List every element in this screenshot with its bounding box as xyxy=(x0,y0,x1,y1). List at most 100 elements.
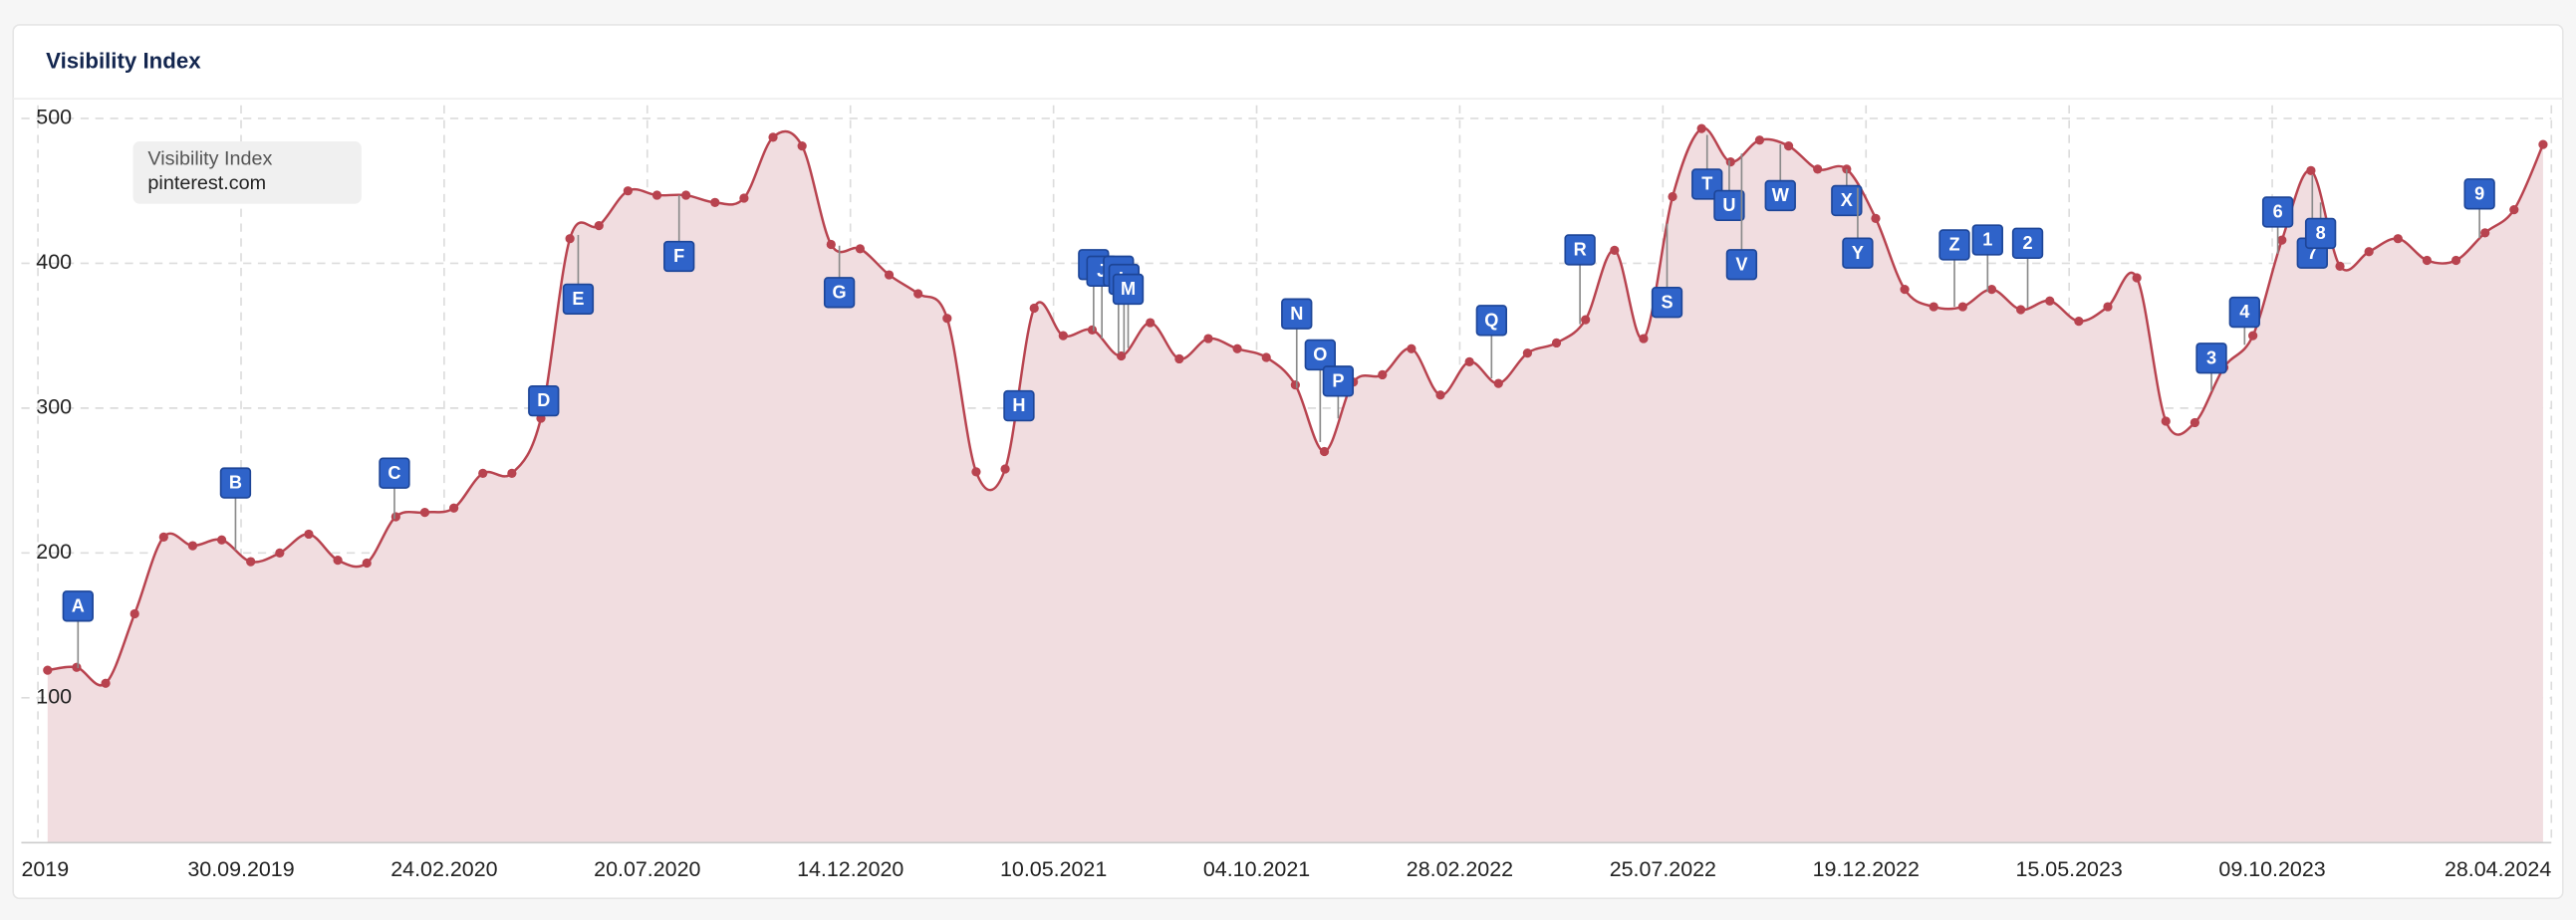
point xyxy=(390,512,400,522)
annotation-marker xyxy=(62,590,94,622)
point xyxy=(1522,347,1533,358)
point xyxy=(565,234,575,244)
annotation-marker xyxy=(2261,196,2294,228)
point xyxy=(158,532,168,542)
point xyxy=(971,467,981,477)
annotation-marker xyxy=(663,240,695,273)
point xyxy=(1493,378,1503,388)
point xyxy=(1261,352,1271,362)
point xyxy=(1232,344,1242,353)
annotation-label: S xyxy=(1661,292,1673,312)
point xyxy=(507,468,517,478)
x-tick-label: 15.05.2023 xyxy=(2016,857,2123,881)
point xyxy=(623,186,634,196)
point xyxy=(1813,164,1823,174)
point xyxy=(1725,156,1735,167)
legend-entry: pinterest.com xyxy=(147,172,266,194)
point xyxy=(913,289,923,299)
point xyxy=(1581,315,1591,325)
point xyxy=(1319,446,1330,457)
x-tick-label: 20.07.2020 xyxy=(594,857,700,881)
point xyxy=(72,662,82,672)
point xyxy=(1435,390,1445,400)
annotation-marker xyxy=(1475,305,1508,337)
point xyxy=(2277,235,2287,245)
annotation-marker xyxy=(1281,298,1313,330)
annotation-label: 9 xyxy=(2474,183,2484,203)
point xyxy=(1668,191,1677,202)
annotation-marker xyxy=(2011,227,2044,259)
annotation-label: 2 xyxy=(2022,233,2032,253)
point xyxy=(651,190,662,200)
point xyxy=(1087,325,1098,335)
y-tick-label: 500 xyxy=(36,106,72,129)
annotation-label: G xyxy=(833,282,847,302)
annotation-marker xyxy=(2463,178,2495,210)
annotation-marker xyxy=(1003,389,1035,422)
plot: 100 200 300 400 500 2019 30.09.2019 24.02.2020 2… xyxy=(21,106,2553,881)
point xyxy=(1754,135,1765,145)
chart-title: Visibility Index xyxy=(46,49,201,74)
x-tick-label: 25.07.2022 xyxy=(1610,857,1716,881)
annotation-label: T xyxy=(1701,174,1712,194)
annotation-marker xyxy=(562,283,595,316)
x-tick-label: 2019 xyxy=(21,857,69,881)
point xyxy=(1290,379,1300,390)
point xyxy=(216,535,227,545)
annotation-marker xyxy=(2228,296,2260,329)
annotation-marker xyxy=(1971,224,2003,256)
point xyxy=(2422,255,2433,266)
point xyxy=(1696,123,1706,133)
point xyxy=(1407,344,1417,353)
annotation-label: W xyxy=(1772,185,1790,205)
annotation-label: 8 xyxy=(2316,223,2326,243)
point xyxy=(2509,204,2519,215)
point xyxy=(739,193,749,203)
point xyxy=(1871,213,1881,223)
annotation-label: N xyxy=(1290,304,1303,324)
x-tick-label: 28.02.2022 xyxy=(1407,857,1513,881)
point xyxy=(855,244,866,254)
legend-box xyxy=(132,141,362,204)
point xyxy=(594,220,604,231)
point xyxy=(2306,165,2316,175)
point xyxy=(1900,284,1910,295)
annotation-label: 3 xyxy=(2206,347,2216,367)
annotation-label: 6 xyxy=(2273,202,2283,222)
point xyxy=(681,190,691,200)
point xyxy=(1174,353,1184,364)
annotation-label: 7 xyxy=(2307,243,2317,263)
point xyxy=(419,507,430,518)
point xyxy=(2450,255,2461,266)
annotation-marker xyxy=(1842,237,1874,269)
annotation-marker xyxy=(2304,217,2337,250)
annotation-label: Z xyxy=(1948,235,1959,255)
annotation-marker xyxy=(1651,287,1683,319)
point xyxy=(1842,164,1852,174)
point xyxy=(2015,305,2026,315)
annotation-marker xyxy=(2195,343,2227,374)
point xyxy=(1000,464,1010,474)
annotation-label: 4 xyxy=(2239,302,2249,322)
point xyxy=(1146,318,1156,328)
point xyxy=(275,548,285,558)
point xyxy=(362,558,372,569)
x-tick-label: 10.05.2021 xyxy=(1000,857,1107,881)
point xyxy=(1986,284,1997,295)
y-tick-label: 300 xyxy=(36,395,72,419)
x-tick-label: 30.09.2019 xyxy=(187,857,294,881)
point xyxy=(187,541,198,551)
point xyxy=(2248,331,2258,341)
annotation-marker xyxy=(379,457,410,489)
annotation-marker xyxy=(823,277,856,309)
legend: Visibility Index pinterest.com xyxy=(132,141,362,204)
annotation-label: P xyxy=(1332,370,1344,390)
annotation-marker xyxy=(1322,365,1355,397)
point xyxy=(1058,331,1068,341)
point xyxy=(2103,302,2113,312)
point xyxy=(478,468,488,478)
x-tick-label: 28.04.2024 xyxy=(2445,857,2551,881)
point xyxy=(942,314,952,324)
